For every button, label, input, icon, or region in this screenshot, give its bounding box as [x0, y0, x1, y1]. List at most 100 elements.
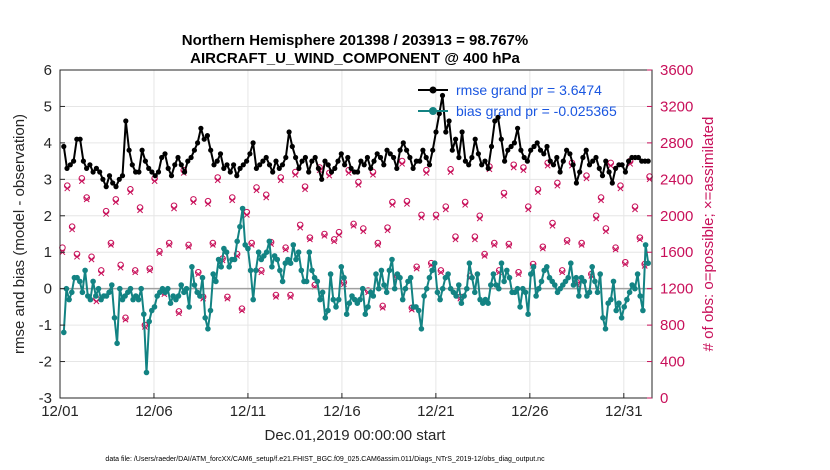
legend-bias-label: bias grand pr = -0.025365 [456, 103, 617, 119]
rmse-point [453, 136, 459, 142]
obs-assimilated-stroke [287, 293, 294, 300]
obs-assimilated-marker [214, 177, 221, 184]
obs-assimilated-stroke [423, 170, 430, 176]
obs-assimilated-marker [350, 222, 357, 229]
left-tick-label: -2 [39, 354, 52, 371]
rmse-point [221, 165, 227, 171]
bias-point [378, 267, 385, 274]
obs-assimilated-stroke [583, 175, 590, 182]
obs-possible-marker [612, 244, 619, 251]
rmse-point [201, 136, 207, 142]
obs-possible-marker [272, 291, 280, 299]
obs-assimilated-marker [321, 232, 328, 239]
obs-assimilated-stroke [64, 185, 71, 192]
obs-assimilated-marker [107, 241, 114, 248]
obs-assimilated-stroke [491, 241, 498, 248]
bias-point [106, 289, 112, 296]
rmse-point [322, 158, 328, 164]
obs-assimilated-marker [549, 222, 556, 229]
obs-assimilated-stroke [185, 243, 192, 250]
left-tick-label: 5 [44, 98, 52, 115]
rmse-point [204, 133, 210, 139]
obs-possible-marker [413, 263, 420, 271]
obs-assimilated-stroke [544, 162, 551, 169]
obs-assimilated-marker [331, 238, 338, 245]
rmse-point [312, 154, 318, 161]
obs-assimilated-marker [399, 160, 406, 167]
bias-point [373, 271, 379, 277]
rmse-point [159, 154, 165, 161]
bias-point [61, 329, 67, 336]
x-axis-label: Dec.01,2019 00:00:00 start [265, 427, 447, 444]
obs-assimilated-marker [345, 170, 352, 176]
rmse-point [263, 154, 269, 161]
bias-point [322, 315, 329, 321]
obs-assimilated-marker [505, 242, 512, 249]
obs-assimilated-stroke [117, 264, 124, 271]
bias-point [306, 249, 313, 255]
bias-point [215, 256, 222, 263]
bias-point [453, 293, 459, 299]
obs-assimilated-stroke [370, 171, 376, 178]
obs-assimilated-marker [64, 185, 71, 192]
rmse-point [613, 165, 619, 171]
rmse-point [502, 158, 508, 164]
rmse-point [459, 129, 465, 135]
obs-possible-marker [490, 239, 498, 247]
obs-assimilated-marker [622, 261, 629, 268]
bias-point [365, 304, 371, 310]
obs-assimilated-stroke [510, 164, 517, 171]
rmse-point [508, 143, 514, 150]
rmse-point [570, 162, 576, 168]
bias-point [66, 296, 72, 303]
bias-point [602, 326, 609, 332]
obs-possible-marker [209, 239, 217, 247]
obs-assimilated-stroke [248, 241, 255, 248]
obs-assimilated-marker [544, 162, 551, 169]
obs-assimilated-marker [195, 271, 202, 278]
obs-assimilated-stroke [336, 231, 342, 238]
bias-point [111, 315, 118, 321]
bias-point [277, 267, 283, 274]
bias-point [597, 271, 603, 277]
rmse-point [116, 176, 122, 182]
rmse-point [253, 165, 259, 171]
obs-assimilated-stroke [205, 200, 211, 207]
bias-point [114, 340, 120, 347]
x-tick-label: 12/01 [41, 403, 79, 420]
bias-point [341, 274, 347, 281]
bias-point [469, 274, 475, 281]
bias-point [610, 278, 617, 285]
right-tick-label: 800 [660, 317, 685, 334]
bias-point [226, 264, 232, 270]
bias-point [421, 293, 427, 299]
obs-assimilated-marker [433, 214, 440, 221]
bias-point [266, 238, 273, 245]
right-tick-label: 2000 [660, 208, 693, 225]
obs-possible-marker [282, 244, 289, 251]
bias-point [490, 271, 497, 277]
obs-assimilated-stroke [389, 201, 396, 208]
rmse-point [208, 147, 214, 153]
rmse-point [564, 147, 570, 153]
rmse-point [420, 147, 426, 153]
bias-point [389, 256, 395, 263]
bias-point [397, 274, 403, 281]
obs-assimilated-marker [593, 215, 600, 222]
bias-point [117, 285, 123, 292]
obs-assimilated-marker [617, 185, 624, 192]
x-tick-label: 12/16 [323, 403, 361, 420]
obs-assimilated-marker [360, 228, 367, 235]
obs-possible-marker [622, 258, 629, 266]
bias-point [141, 311, 147, 318]
obs-assimilated-stroke [83, 196, 90, 203]
rmse-point [162, 151, 168, 157]
obs-assimilated-marker [253, 187, 260, 194]
rmse-point [191, 147, 197, 153]
bias-point [565, 274, 571, 281]
bias-point [138, 285, 144, 292]
rmse-point [155, 169, 162, 175]
obs-assimilated-marker [239, 307, 245, 314]
bias-point [458, 300, 465, 307]
bias-point [415, 307, 422, 314]
